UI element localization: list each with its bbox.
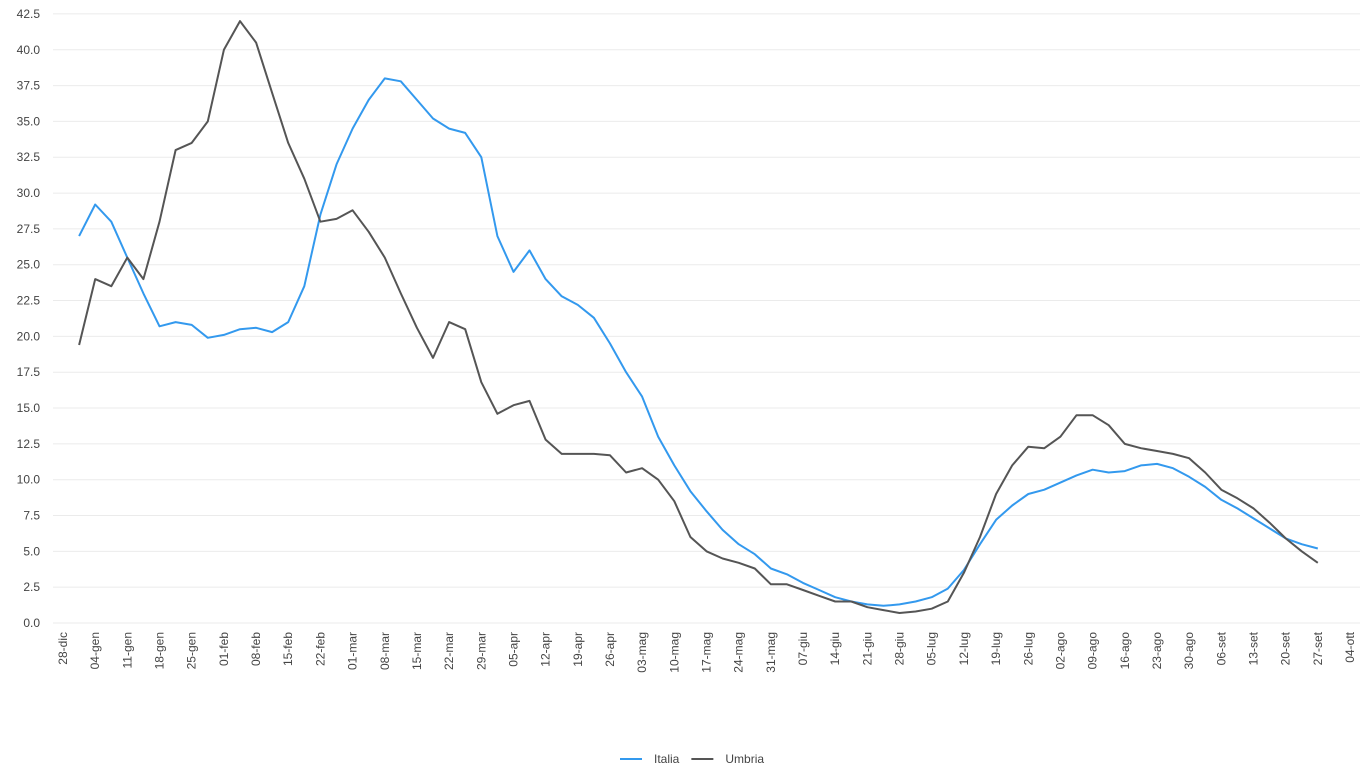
line-italia bbox=[78, 77, 1319, 607]
x-tick-label: 20-set bbox=[1279, 631, 1293, 665]
x-tick-label: 26-lug bbox=[1021, 632, 1035, 665]
x-tick-label: 11-gen bbox=[120, 632, 134, 668]
x-tick-label: 08-feb bbox=[249, 632, 263, 666]
y-tick-label: 10.0 bbox=[17, 473, 41, 487]
x-tick-label: 19-lug bbox=[989, 632, 1003, 665]
x-tick-label: 05-lug bbox=[925, 632, 939, 665]
x-tick-label: 22-mar bbox=[442, 632, 456, 670]
x-tick-label: 31-mag bbox=[764, 632, 778, 673]
y-tick-label: 2.5 bbox=[23, 580, 40, 594]
x-tick-label: 25-gen bbox=[185, 632, 199, 669]
x-tick-label: 15-feb bbox=[281, 632, 295, 666]
x-tick-label: 28-dic bbox=[56, 632, 70, 665]
x-tick-label: 01-mar bbox=[346, 632, 360, 670]
y-tick-label: 32.5 bbox=[17, 150, 41, 164]
x-tick-label: 13-set bbox=[1246, 631, 1260, 665]
y-tick-label: 15.0 bbox=[17, 401, 41, 415]
x-tick-label: 17-mag bbox=[700, 632, 714, 673]
y-tick-label: 30.0 bbox=[17, 186, 41, 200]
x-tick-label: 03-mag bbox=[635, 632, 649, 673]
x-tick-label: 19-apr bbox=[571, 632, 585, 667]
y-tick-label: 25.0 bbox=[17, 258, 41, 272]
x-tick-label: 28-giu bbox=[893, 632, 907, 665]
y-tick-label: 40.0 bbox=[17, 43, 41, 57]
x-tick-label: 12-lug bbox=[957, 632, 971, 665]
y-tick-label: 22.5 bbox=[17, 294, 41, 308]
x-tick-label: 08-mar bbox=[378, 632, 392, 670]
legend-label: Italia bbox=[654, 752, 680, 766]
y-tick-label: 17.5 bbox=[17, 365, 41, 379]
y-tick-label: 20.0 bbox=[17, 329, 41, 343]
x-tick-label: 26-apr bbox=[603, 632, 617, 667]
x-tick-label: 09-ago bbox=[1086, 632, 1100, 670]
x-tick-label: 02-ago bbox=[1053, 632, 1067, 670]
line-umbria bbox=[78, 20, 1319, 614]
x-tick-label: 10-mag bbox=[667, 632, 681, 673]
x-tick-label: 22-feb bbox=[313, 632, 327, 666]
y-tick-label: 12.5 bbox=[17, 437, 41, 451]
x-tick-label: 01-feb bbox=[217, 632, 231, 666]
x-tick-label: 16-ago bbox=[1118, 632, 1132, 670]
x-tick-label: 18-gen bbox=[153, 632, 167, 669]
legend-label: Umbria bbox=[725, 752, 764, 766]
x-tick-label: 21-giu bbox=[860, 632, 874, 665]
x-tick-label: 06-set bbox=[1214, 631, 1228, 665]
x-tick-label: 07-giu bbox=[796, 632, 810, 665]
x-tick-label: 04-gen bbox=[88, 632, 102, 669]
x-tick-label: 23-ago bbox=[1150, 632, 1164, 670]
x-tick-label: 12-apr bbox=[539, 632, 553, 667]
x-tick-label: 04-ott bbox=[1343, 631, 1357, 662]
y-tick-label: 0.0 bbox=[23, 616, 40, 630]
y-tick-label: 35.0 bbox=[17, 114, 41, 128]
y-tick-label: 7.5 bbox=[23, 509, 40, 523]
x-tick-label: 30-ago bbox=[1182, 632, 1196, 670]
y-tick-label: 5.0 bbox=[23, 544, 40, 558]
x-tick-label: 14-giu bbox=[828, 632, 842, 665]
x-tick-label: 15-mar bbox=[410, 632, 424, 670]
x-tick-label: 29-mar bbox=[474, 632, 488, 670]
x-tick-label: 05-apr bbox=[506, 632, 520, 667]
y-tick-label: 42.5 bbox=[17, 7, 41, 21]
x-tick-label: 24-mag bbox=[732, 632, 746, 673]
y-tick-label: 37.5 bbox=[17, 79, 41, 93]
y-tick-label: 27.5 bbox=[17, 222, 41, 236]
x-tick-label: 27-set bbox=[1311, 631, 1325, 665]
